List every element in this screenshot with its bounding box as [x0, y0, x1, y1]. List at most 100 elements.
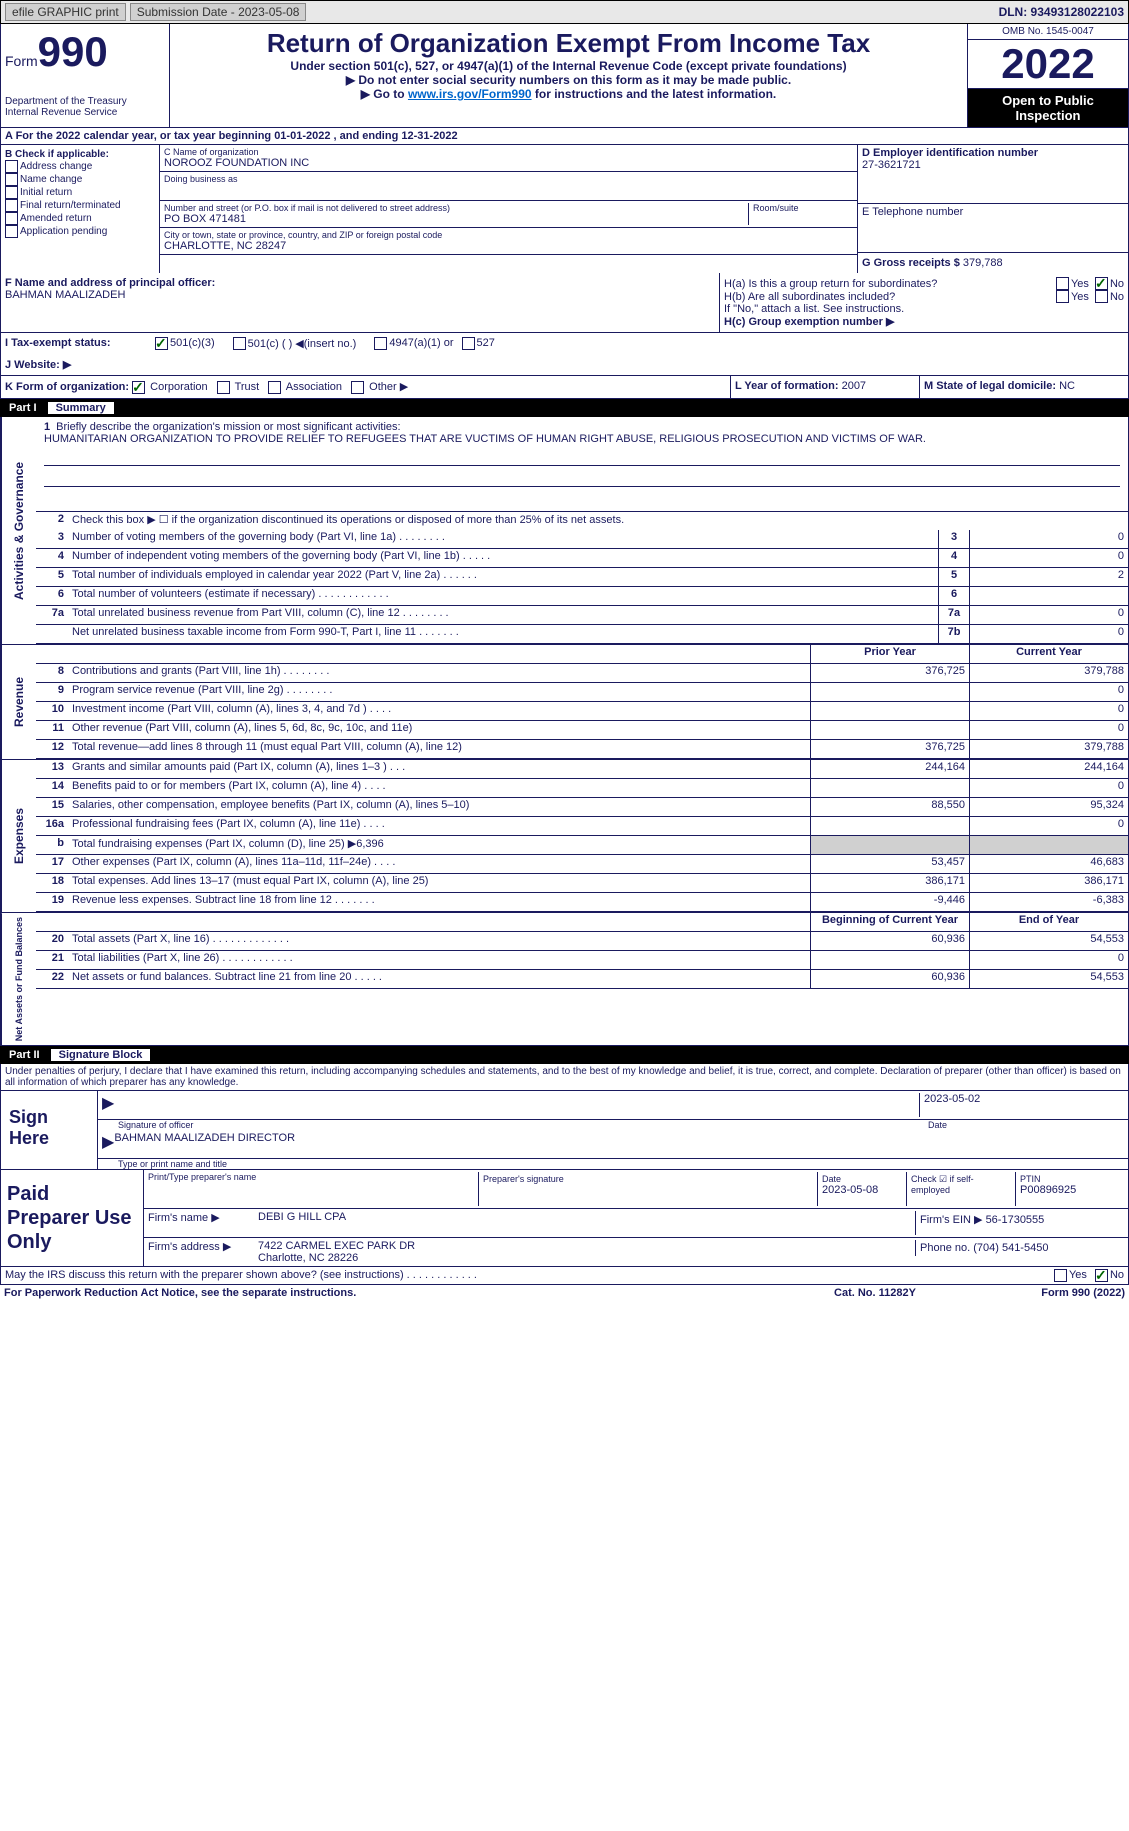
cb-other[interactable] — [351, 381, 364, 394]
section-h: H(a) Is this a group return for subordin… — [720, 273, 1128, 332]
cb-corp[interactable] — [132, 381, 145, 394]
firm-ein-label: Firm's EIN ▶ — [920, 1214, 983, 1226]
state-label: M State of legal domicile: — [924, 380, 1056, 392]
ha-yes[interactable] — [1056, 277, 1069, 290]
section-j: J Website: ▶ — [0, 354, 1129, 376]
firm-ein: 56-1730555 — [986, 1214, 1045, 1226]
cb-trust[interactable] — [217, 381, 230, 394]
prep-date-label: Date — [822, 1174, 902, 1184]
table-row: 3Number of voting members of the governi… — [36, 530, 1128, 549]
form-header: Form990 Department of the Treasury Inter… — [0, 24, 1129, 128]
table-row: Net unrelated business taxable income fr… — [36, 625, 1128, 644]
table-row: 12Total revenue—add lines 8 through 11 (… — [36, 740, 1128, 759]
section-d-e-g: D Employer identification number 27-3621… — [857, 145, 1128, 273]
netassets-section: Net Assets or Fund Balances Beginning of… — [0, 913, 1129, 1046]
sig-declaration: Under penalties of perjury, I declare th… — [1, 1064, 1128, 1090]
footer: For Paperwork Reduction Act Notice, see … — [0, 1285, 1129, 1301]
sign-here-label: Sign Here — [1, 1091, 98, 1169]
yes-label2: Yes — [1071, 291, 1089, 303]
hc-label: H(c) Group exemption number ▶ — [724, 316, 894, 328]
ha-no[interactable] — [1095, 277, 1108, 290]
cb-527[interactable] — [462, 337, 475, 350]
form-label: Form — [5, 53, 38, 69]
firm-name-label: Firm's name ▶ — [148, 1211, 258, 1235]
cb-assoc[interactable] — [268, 381, 281, 394]
hb-label: H(b) Are all subordinates included? — [724, 291, 1056, 303]
revenue-section: Revenue b Prior Year Current Year 8Contr… — [0, 645, 1129, 760]
part2-header: Part II Signature Block — [0, 1046, 1129, 1064]
firm-city: Charlotte, NC 28226 — [258, 1252, 915, 1264]
ein-value: 27-3621721 — [862, 159, 1124, 171]
firm-phone-label: Phone no. — [920, 1242, 970, 1254]
officer-name: BAHMAN MAALIZADEH — [5, 289, 715, 301]
discuss-yes[interactable] — [1054, 1269, 1067, 1282]
activities-section: Activities & Governance 1Briefly describ… — [0, 417, 1129, 645]
opt-other: Other ▶ — [369, 381, 408, 393]
table-row: 15Salaries, other compensation, employee… — [36, 798, 1128, 817]
cb-4947[interactable] — [374, 337, 387, 350]
ptin-label: PTIN — [1020, 1174, 1120, 1184]
form-number: 990 — [38, 28, 108, 75]
table-row: 19Revenue less expenses. Subtract line 1… — [36, 893, 1128, 912]
year-formation: 2007 — [842, 380, 866, 392]
cb-501c3[interactable] — [155, 337, 168, 350]
firm-addr-label: Firm's address ▶ — [148, 1240, 258, 1264]
discuss-no-label: No — [1110, 1269, 1124, 1282]
table-row: bTotal fundraising expenses (Part IX, co… — [36, 836, 1128, 855]
prep-sig-label: Preparer's signature — [483, 1174, 813, 1184]
gross-label: G Gross receipts $ — [862, 257, 960, 269]
table-row: 14Benefits paid to or for members (Part … — [36, 779, 1128, 798]
discuss-no[interactable] — [1095, 1269, 1108, 1282]
irs-link[interactable]: www.irs.gov/Form990 — [408, 87, 532, 101]
checkbox-amended[interactable] — [5, 212, 18, 225]
officer-name-title: BAHMAN MAALIZADEH DIRECTOR — [114, 1132, 295, 1156]
checkbox-name[interactable] — [5, 173, 18, 186]
line1-label: Briefly describe the organization's miss… — [56, 421, 400, 433]
checkbox-address[interactable] — [5, 160, 18, 173]
checkbox-final[interactable] — [5, 199, 18, 212]
cb-501c[interactable] — [233, 337, 246, 350]
no-label2: No — [1110, 291, 1124, 303]
hb-note: If "No," attach a list. See instructions… — [724, 303, 1124, 315]
discuss-yes-label: Yes — [1069, 1269, 1087, 1282]
hb-yes[interactable] — [1056, 290, 1069, 303]
officer-group-row: F Name and address of principal officer:… — [0, 273, 1129, 333]
part2-title: Signature Block — [51, 1049, 151, 1061]
tab-netassets: Net Assets or Fund Balances — [1, 913, 36, 1045]
checkbox-initial[interactable] — [5, 186, 18, 199]
table-row: 22Net assets or fund balances. Subtract … — [36, 970, 1128, 989]
efile-btn[interactable]: efile GRAPHIC print — [5, 3, 126, 21]
discuss-row: May the IRS discuss this return with the… — [0, 1267, 1129, 1285]
opt-pending: Application pending — [20, 226, 107, 237]
table-row: 13Grants and similar amounts paid (Part … — [36, 760, 1128, 779]
table-row: 6Total number of volunteers (estimate if… — [36, 587, 1128, 606]
checkbox-pending[interactable] — [5, 225, 18, 238]
hb-no[interactable] — [1095, 290, 1108, 303]
opt-assoc: Association — [286, 381, 342, 393]
paperwork-notice: For Paperwork Reduction Act Notice, see … — [4, 1287, 775, 1299]
col-prior: Prior Year — [810, 645, 969, 663]
form-no-footer: Form 990 (2022) — [975, 1287, 1125, 1299]
cat-no: Cat. No. 11282Y — [775, 1287, 975, 1299]
opt-name: Name change — [20, 174, 82, 185]
discuss-text: May the IRS discuss this return with the… — [5, 1269, 1054, 1282]
table-row: 11Other revenue (Part VIII, column (A), … — [36, 721, 1128, 740]
dept-label: Department of the Treasury — [5, 96, 165, 107]
prep-date: 2023-05-08 — [822, 1184, 902, 1196]
section-i: I Tax-exempt status: 501(c)(3) 501(c) ( … — [0, 333, 1129, 354]
city: CHARLOTTE, NC 28247 — [164, 240, 853, 252]
part1-title: Summary — [48, 402, 114, 414]
col-begin: Beginning of Current Year — [810, 913, 969, 931]
tab-revenue: Revenue — [1, 645, 36, 759]
firm-name: DEBI G HILL CPA — [258, 1211, 915, 1235]
tab-expenses: Expenses — [1, 760, 36, 912]
section-c: C Name of organization NOROOZ FOUNDATION… — [160, 145, 857, 273]
opt-trust: Trust — [235, 381, 260, 393]
table-row: 7aTotal unrelated business revenue from … — [36, 606, 1128, 625]
table-row: 5Total number of individuals employed in… — [36, 568, 1128, 587]
table-row: 21Total liabilities (Part X, line 26) . … — [36, 951, 1128, 970]
open-inspection: Open to Public Inspection — [968, 89, 1128, 127]
print-name-label: Print/Type preparer's name — [148, 1172, 478, 1182]
part2-num: Part II — [9, 1049, 40, 1061]
ha-label: H(a) Is this a group return for subordin… — [724, 278, 1056, 290]
